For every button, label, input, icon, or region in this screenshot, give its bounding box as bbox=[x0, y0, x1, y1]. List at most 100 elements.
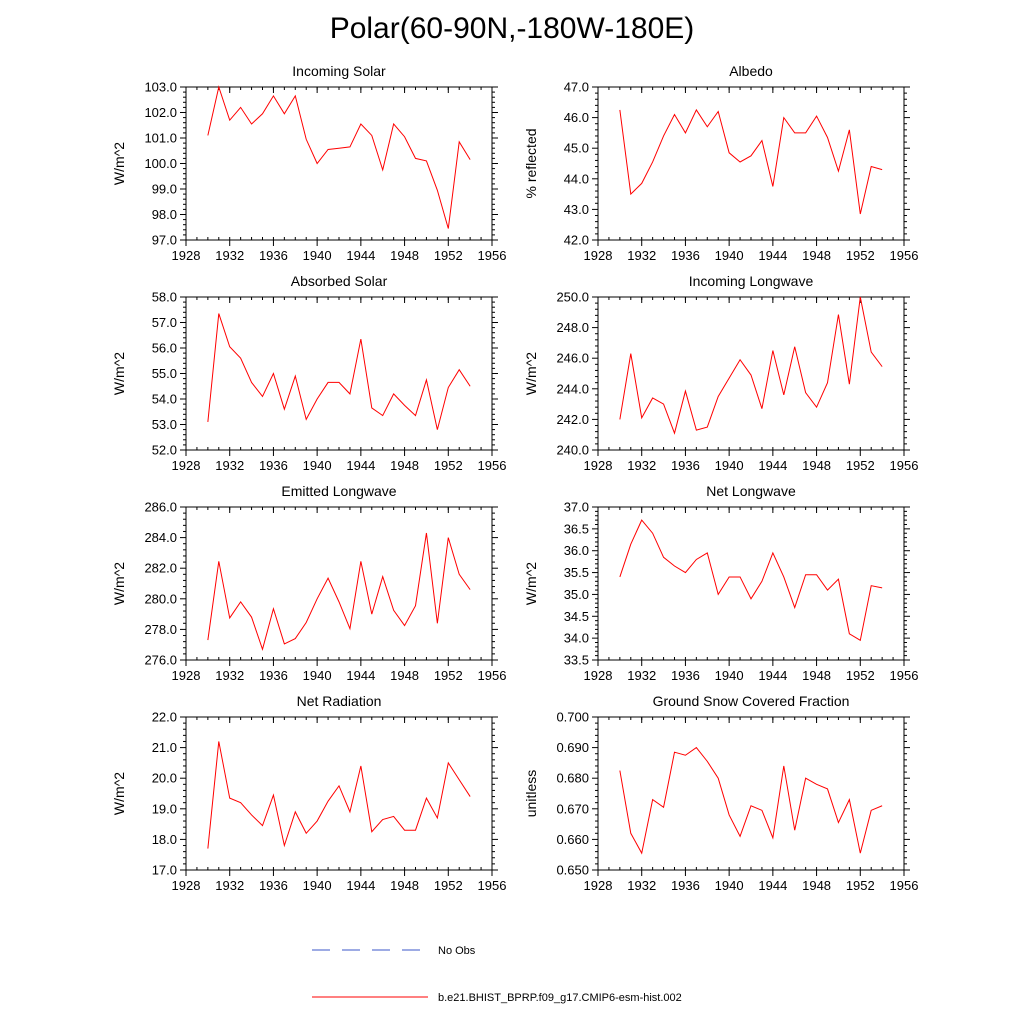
x-tick-label: 1944 bbox=[758, 668, 787, 683]
y-tick-label: 240.0 bbox=[556, 443, 589, 458]
x-tick-label: 1944 bbox=[758, 458, 787, 473]
x-tick-label: 1940 bbox=[303, 878, 332, 893]
x-tick-label: 1952 bbox=[434, 248, 463, 263]
series-line bbox=[619, 519, 883, 642]
y-tick-label: 34.5 bbox=[564, 609, 589, 624]
series-line bbox=[207, 85, 471, 229]
x-tick-label: 1932 bbox=[215, 878, 244, 893]
y-tick-label: 244.0 bbox=[556, 381, 589, 396]
y-tick-label: 53.0 bbox=[152, 417, 177, 432]
series-line bbox=[619, 296, 883, 435]
x-tick-label: 1948 bbox=[802, 668, 831, 683]
chart-panel-0: 1928 1932 1936 1940 1944 1948 1952 1956 97.0 98.0… bbox=[111, 63, 506, 263]
x-tick-label: 1956 bbox=[478, 458, 507, 473]
x-tick-label: 1932 bbox=[627, 878, 656, 893]
y-tick-label: 99.0 bbox=[152, 182, 177, 197]
chart-panel-2: 1928 1932 1936 1940 1944 1948 1952 1956 52.0 53.0… bbox=[111, 273, 506, 473]
x-tick-label: 1940 bbox=[715, 248, 744, 263]
y-tick-label: 242.0 bbox=[556, 412, 589, 427]
y-axis-label: unitless bbox=[523, 770, 539, 817]
y-tick-label: 20.0 bbox=[152, 771, 177, 786]
plot-frame bbox=[597, 506, 905, 661]
x-tick-label: 1956 bbox=[890, 458, 919, 473]
chart-title: Incoming Longwave bbox=[689, 273, 814, 289]
x-tick-label: 1944 bbox=[346, 878, 375, 893]
y-tick-label: 46.0 bbox=[564, 110, 589, 125]
x-tick-label: 1944 bbox=[346, 248, 375, 263]
y-tick-label: 36.0 bbox=[564, 543, 589, 558]
y-tick-label: 276.0 bbox=[144, 653, 177, 668]
y-tick-label: 57.0 bbox=[152, 315, 177, 330]
x-tick-label: 1936 bbox=[259, 668, 288, 683]
x-tick-label: 1940 bbox=[303, 668, 332, 683]
chart-title: Emitted Longwave bbox=[281, 483, 396, 499]
chart-panel-6: 1928 1932 1936 1940 1944 1948 1952 1956 17.0 18.0… bbox=[111, 693, 506, 893]
x-tick-label: 1928 bbox=[172, 668, 201, 683]
x-tick-label: 1936 bbox=[671, 668, 700, 683]
x-tick-label: 1952 bbox=[846, 878, 875, 893]
chart-title: Ground Snow Covered Fraction bbox=[653, 693, 850, 709]
x-tick-label: 1928 bbox=[584, 458, 613, 473]
x-tick-label: 1928 bbox=[584, 668, 613, 683]
series-line bbox=[207, 741, 471, 849]
x-tick-label: 1956 bbox=[478, 878, 507, 893]
page-title: Polar(60-90N,-180W-180E) bbox=[329, 12, 695, 45]
x-tick-label: 1944 bbox=[346, 458, 375, 473]
y-tick-label: 250.0 bbox=[556, 290, 589, 305]
y-tick-label: 45.0 bbox=[564, 141, 589, 156]
y-tick-label: 36.5 bbox=[564, 521, 589, 536]
chart-title: Albedo bbox=[729, 63, 773, 79]
y-tick-label: 0.670 bbox=[556, 801, 589, 816]
x-tick-label: 1956 bbox=[890, 668, 919, 683]
y-axis-label: W/m^2 bbox=[111, 142, 127, 185]
chart-panel-4: 1928 1932 1936 1940 1944 1948 1952 1956 276.0 278… bbox=[111, 483, 506, 683]
y-tick-label: 246.0 bbox=[556, 351, 589, 366]
x-tick-label: 1936 bbox=[259, 458, 288, 473]
y-tick-label: 37.0 bbox=[564, 500, 589, 515]
chart-panel-5: 1928 1932 1936 1940 1944 1948 1952 1956 33.5 34.0… bbox=[523, 483, 918, 683]
y-tick-label: 103.0 bbox=[144, 80, 177, 95]
y-tick-label: 0.680 bbox=[556, 771, 589, 786]
x-tick-label: 1936 bbox=[671, 458, 700, 473]
plot-frame bbox=[597, 86, 905, 241]
chart-title: Incoming Solar bbox=[292, 63, 386, 79]
y-tick-label: 35.0 bbox=[564, 587, 589, 602]
y-axis-label: W/m^2 bbox=[523, 562, 539, 605]
y-tick-label: 280.0 bbox=[144, 591, 177, 606]
chart-title: Net Radiation bbox=[297, 693, 382, 709]
x-tick-label: 1948 bbox=[802, 878, 831, 893]
x-tick-label: 1932 bbox=[627, 668, 656, 683]
x-tick-label: 1948 bbox=[802, 458, 831, 473]
y-tick-label: 17.0 bbox=[152, 863, 177, 878]
x-tick-label: 1952 bbox=[846, 248, 875, 263]
x-tick-label: 1956 bbox=[890, 248, 919, 263]
y-tick-label: 18.0 bbox=[152, 832, 177, 847]
x-tick-label: 1936 bbox=[259, 248, 288, 263]
x-tick-label: 1948 bbox=[390, 878, 419, 893]
plot-frame bbox=[597, 716, 905, 871]
y-axis-label: W/m^2 bbox=[523, 352, 539, 395]
y-tick-label: 34.0 bbox=[564, 631, 589, 646]
x-tick-label: 1936 bbox=[671, 878, 700, 893]
x-tick-label: 1928 bbox=[584, 878, 613, 893]
y-tick-label: 44.0 bbox=[564, 171, 589, 186]
plot-frame bbox=[185, 86, 493, 241]
x-tick-label: 1940 bbox=[715, 668, 744, 683]
y-tick-label: 101.0 bbox=[144, 131, 177, 146]
x-tick-label: 1948 bbox=[390, 668, 419, 683]
x-tick-label: 1956 bbox=[478, 668, 507, 683]
y-tick-label: 55.0 bbox=[152, 366, 177, 381]
x-tick-label: 1928 bbox=[172, 248, 201, 263]
x-tick-label: 1936 bbox=[259, 878, 288, 893]
y-axis-label: W/m^2 bbox=[111, 352, 127, 395]
plot-frame bbox=[597, 296, 905, 451]
y-tick-label: 56.0 bbox=[152, 341, 177, 356]
x-tick-label: 1956 bbox=[478, 248, 507, 263]
y-tick-label: 102.0 bbox=[144, 105, 177, 120]
y-tick-label: 248.0 bbox=[556, 320, 589, 335]
y-tick-label: 278.0 bbox=[144, 622, 177, 637]
plot-frame bbox=[185, 296, 493, 451]
x-tick-label: 1940 bbox=[715, 458, 744, 473]
x-tick-label: 1952 bbox=[846, 668, 875, 683]
